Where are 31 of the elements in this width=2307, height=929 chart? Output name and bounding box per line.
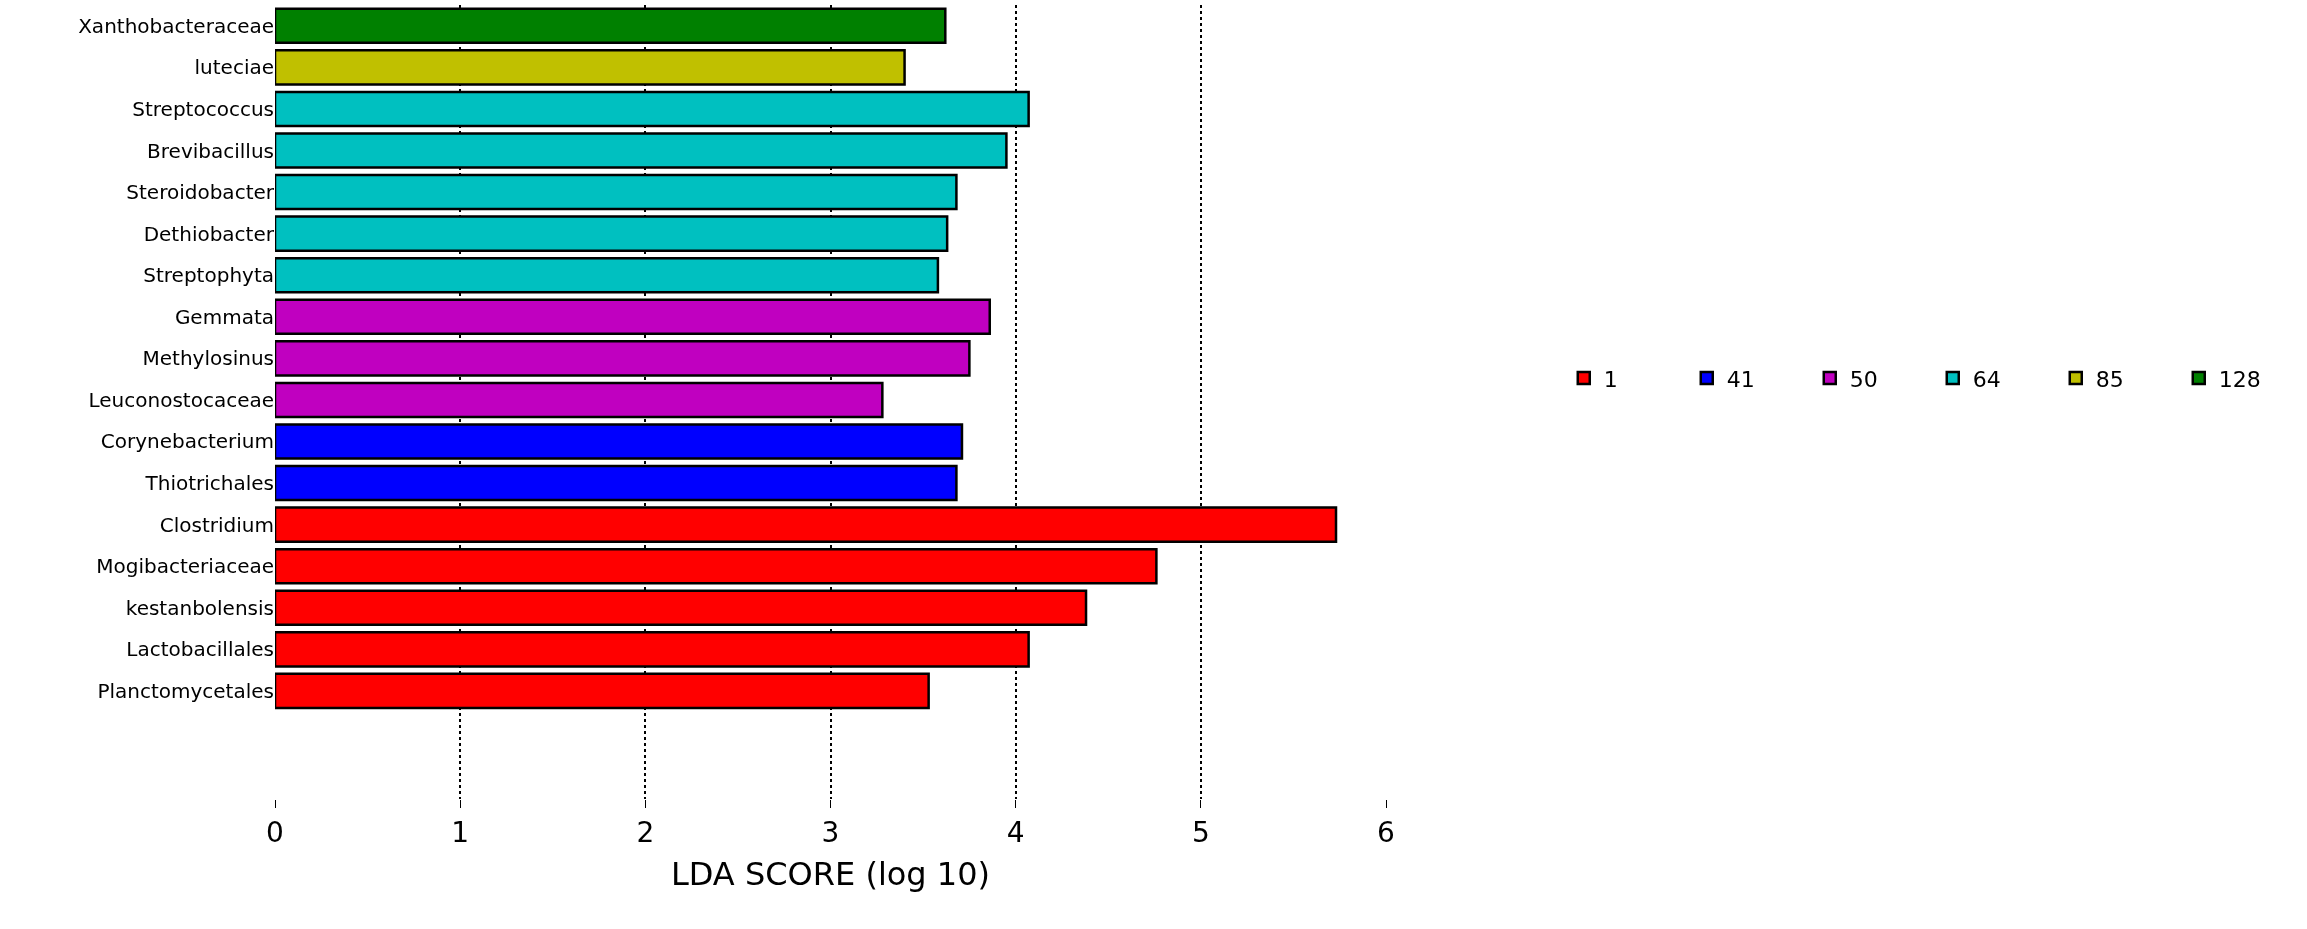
legend-label: 50 bbox=[1849, 366, 1878, 392]
y-tick-label: Thiotrichales bbox=[144, 471, 274, 496]
y-tick-label: Brevibacillus bbox=[147, 138, 274, 163]
y-tick-label: Methylosinus bbox=[142, 346, 274, 371]
y-tick-label: Lactobacillales bbox=[126, 637, 274, 662]
y-tick-label: Mogibacteriaceae bbox=[96, 554, 274, 579]
y-tick-label: Leuconostocaceae bbox=[88, 387, 274, 412]
legend-label: 41 bbox=[1726, 366, 1755, 392]
x-tick-label: 5 bbox=[1191, 815, 1210, 849]
y-tick-label: Gemmata bbox=[174, 304, 274, 329]
x-tick-label: 3 bbox=[821, 815, 840, 849]
x-tick-label: 6 bbox=[1377, 815, 1395, 849]
legend-label: 85 bbox=[2095, 366, 2124, 392]
x-tick-label: 1 bbox=[451, 815, 470, 849]
y-tick-label: Dethiobacter bbox=[143, 221, 275, 246]
y-tick-label: luteciae bbox=[194, 55, 274, 80]
x-tick-label: 2 bbox=[636, 815, 655, 849]
y-tick-label: Corynebacterium bbox=[100, 429, 274, 454]
y-tick-label: kestanbolensis bbox=[125, 595, 274, 620]
legend-label: 128 bbox=[2218, 366, 2261, 392]
legend-label: 64 bbox=[1972, 366, 2001, 392]
y-tick-label: Clostridium bbox=[159, 512, 274, 537]
x-tick-label: 4 bbox=[1006, 815, 1025, 849]
x-axis-title: LDA SCORE (log 10) bbox=[670, 855, 991, 894]
legend-label: 1 bbox=[1603, 366, 1618, 392]
y-tick-label: Steroidobacter bbox=[126, 180, 275, 205]
y-tick-label: Streptococcus bbox=[132, 96, 274, 121]
x-tick-label: 0 bbox=[266, 815, 284, 849]
y-tick-label: Planctomycetales bbox=[97, 678, 274, 703]
y-tick-label: Streptophyta bbox=[143, 263, 274, 288]
y-tick-label: Xanthobacteraceae bbox=[78, 13, 274, 38]
